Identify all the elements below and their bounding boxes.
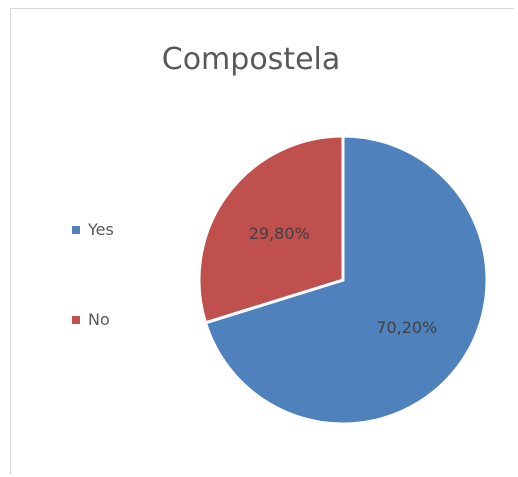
pie-label-yes: 70,20% bbox=[376, 318, 437, 337]
legend-label-yes: Yes bbox=[88, 220, 114, 239]
chart-title: Compostela bbox=[161, 42, 341, 77]
chart-frame: Compostela bbox=[10, 8, 514, 474]
legend-item-yes: Yes bbox=[72, 220, 114, 239]
pie-slice-yes bbox=[203, 134, 489, 426]
pie-slices bbox=[197, 134, 489, 426]
legend-item-no: No bbox=[72, 310, 110, 329]
pie-labels: 70,20% 29,80% bbox=[249, 224, 438, 337]
legend-swatch-yes bbox=[72, 225, 80, 234]
pie-label-no: 29,80% bbox=[249, 224, 310, 243]
legend-label-no: No bbox=[88, 310, 110, 329]
legend-swatch-no bbox=[72, 315, 80, 324]
pie-slice-no bbox=[197, 134, 345, 325]
